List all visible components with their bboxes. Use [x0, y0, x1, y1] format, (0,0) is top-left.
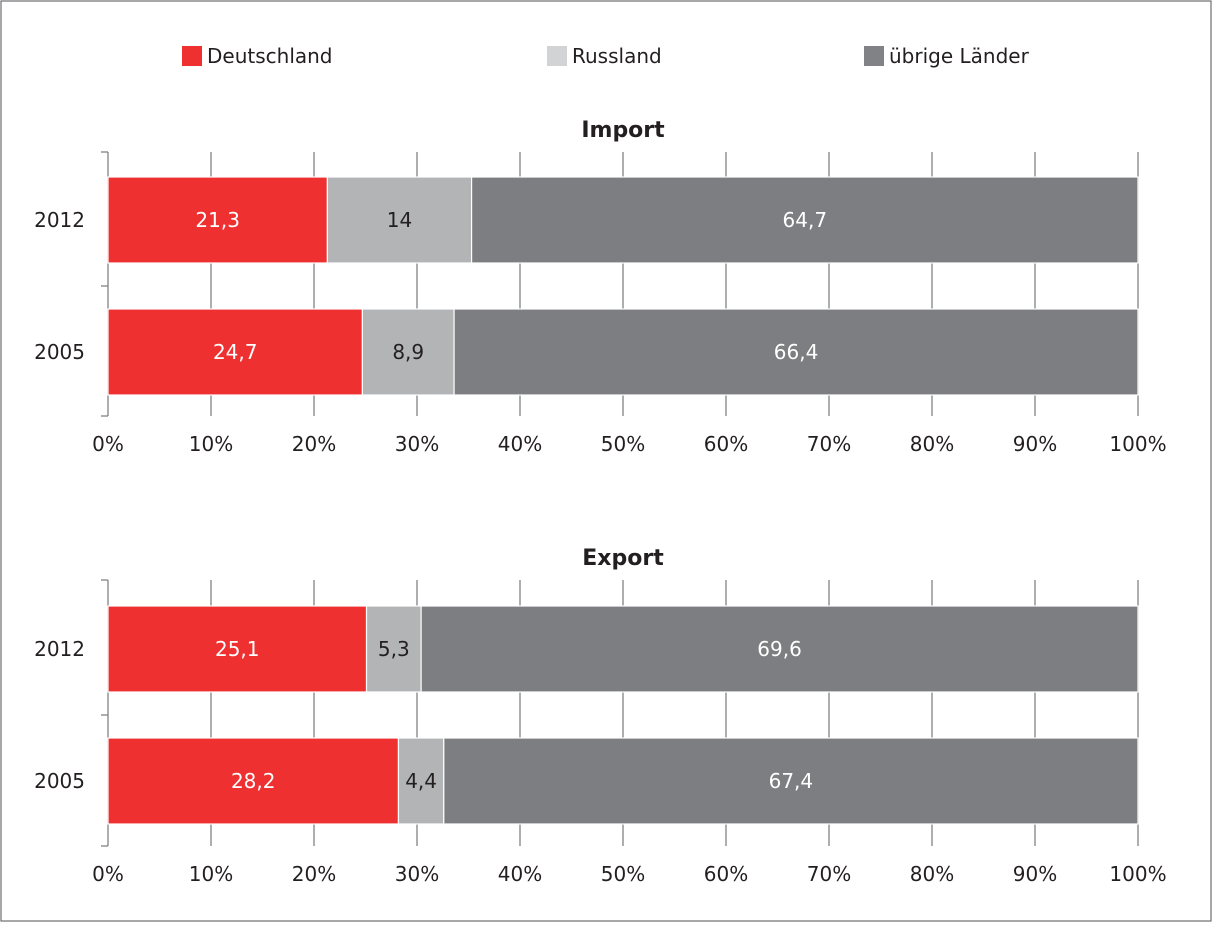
data-label-import-2012-russland: 14 [387, 208, 412, 232]
chart-panel-import: Import 21,3 14 64,7 2012 24,7 8,9 66,4 2005 0% 10%… [34, 118, 1167, 456]
x-tick-label-export: 40% [498, 862, 542, 886]
data-label-import-2012-übrige-länder: 64,7 [783, 208, 828, 232]
bar-import-2005-russland [361, 308, 455, 396]
panel-title-import: Import [581, 118, 665, 143]
bar-import-2012-russland [326, 176, 473, 264]
chart-panel-export: Export 25,1 5,3 69,6 2012 28,2 4,4 67,4 2005 0% 10… [34, 546, 1167, 886]
x-tick-label-export: 0% [92, 862, 124, 886]
bar-export-2005-russland [397, 737, 445, 825]
data-label-import-2005-russland: 8,9 [392, 340, 424, 364]
bar-import-2005-deutschland [107, 308, 364, 396]
bar-export-2005-übrige-länder [443, 737, 1139, 825]
x-tick-label-import: 30% [395, 432, 439, 456]
x-tick-label-export: 50% [601, 862, 645, 886]
x-tick-label-export: 80% [910, 862, 954, 886]
x-tick-label-export: 90% [1013, 862, 1057, 886]
x-tick-label-export: 20% [292, 862, 336, 886]
x-tick-label-import: 40% [498, 432, 542, 456]
category-label-export-2005: 2005 [34, 769, 85, 793]
legend-swatch-russland [547, 46, 567, 66]
x-tick-label-import: 50% [601, 432, 645, 456]
x-tick-label-import: 20% [292, 432, 336, 456]
data-label-export-2005-deutschland: 28,2 [231, 769, 276, 793]
x-tick-label-import: 70% [807, 432, 851, 456]
bar-import-2012-übrige-länder [470, 176, 1139, 264]
x-tick-label-export: 30% [395, 862, 439, 886]
data-label-import-2012-deutschland: 21,3 [195, 208, 240, 232]
data-label-export-2005-übrige-länder: 67,4 [769, 769, 814, 793]
bar-import-2005-übrige-länder [453, 308, 1139, 396]
x-tick-label-import: 10% [189, 432, 233, 456]
x-tick-label-export: 60% [704, 862, 748, 886]
x-tick-label-export: 100% [1109, 862, 1166, 886]
x-tick-label-import: 100% [1109, 432, 1166, 456]
x-tick-label-import: 90% [1013, 432, 1057, 456]
bar-export-2012-deutschland [107, 605, 368, 693]
data-label-export-2012-übrige-länder: 69,6 [757, 637, 802, 661]
bar-export-2005-deutschland [107, 737, 400, 825]
bar-export-2012-russland [365, 605, 422, 693]
x-tick-label-import: 0% [92, 432, 124, 456]
x-tick-label-export: 70% [807, 862, 851, 886]
legend-swatch-übrige-länder [864, 46, 884, 66]
legend-label-russland: Russland [572, 44, 662, 68]
category-label-export-2012: 2012 [34, 637, 85, 661]
panel-title-export: Export [582, 546, 664, 571]
legend-label-deutschland: Deutschland [207, 44, 333, 68]
x-tick-label-export: 10% [189, 862, 233, 886]
legend-swatch-deutschland [182, 46, 202, 66]
x-tick-label-import: 80% [910, 432, 954, 456]
data-label-import-2005-übrige-länder: 66,4 [774, 340, 819, 364]
category-label-import-2012: 2012 [34, 208, 85, 232]
legend: Deutschland Russland übrige Länder [182, 44, 1030, 68]
bar-export-2012-übrige-länder [420, 605, 1139, 693]
data-label-export-2012-deutschland: 25,1 [215, 637, 260, 661]
data-label-export-2012-russland: 5,3 [378, 637, 410, 661]
data-label-export-2005-russland: 4,4 [405, 769, 437, 793]
bar-import-2012-deutschland [107, 176, 328, 264]
data-label-import-2005-deutschland: 24,7 [213, 340, 258, 364]
legend-label-übrige-länder: übrige Länder [889, 44, 1030, 68]
x-tick-label-import: 60% [704, 432, 748, 456]
category-label-import-2005: 2005 [34, 340, 85, 364]
